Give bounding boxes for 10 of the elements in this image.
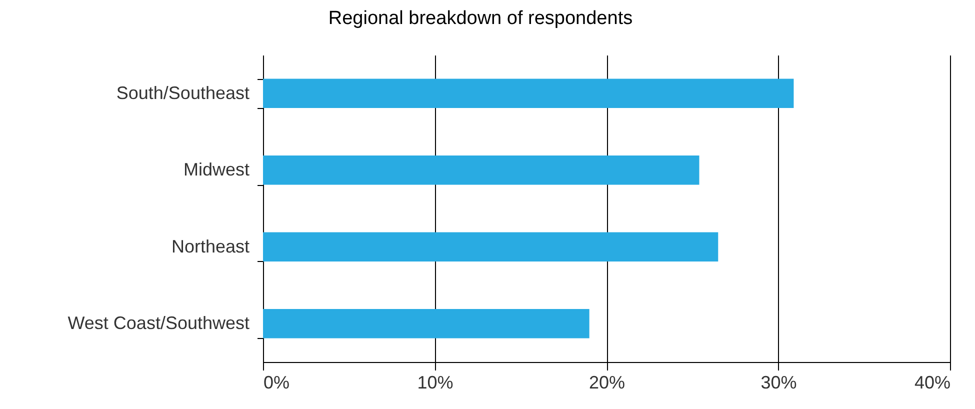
y-tick-label: West Coast/Southwest [68, 313, 250, 334]
x-tick-label: 30% [760, 372, 797, 392]
y-tick-label: Midwest [183, 160, 250, 180]
y-tick-label: Northeast [171, 236, 250, 256]
x-tick-label: 20% [588, 372, 626, 392]
x-tick-label: 0% [264, 372, 290, 392]
y-tick-label: South/Southeast [116, 82, 250, 103]
x-tick-label: 40% [914, 372, 950, 392]
x-tick-label: 10% [417, 372, 454, 392]
chart-title: Regional breakdown of respondents [328, 8, 633, 29]
